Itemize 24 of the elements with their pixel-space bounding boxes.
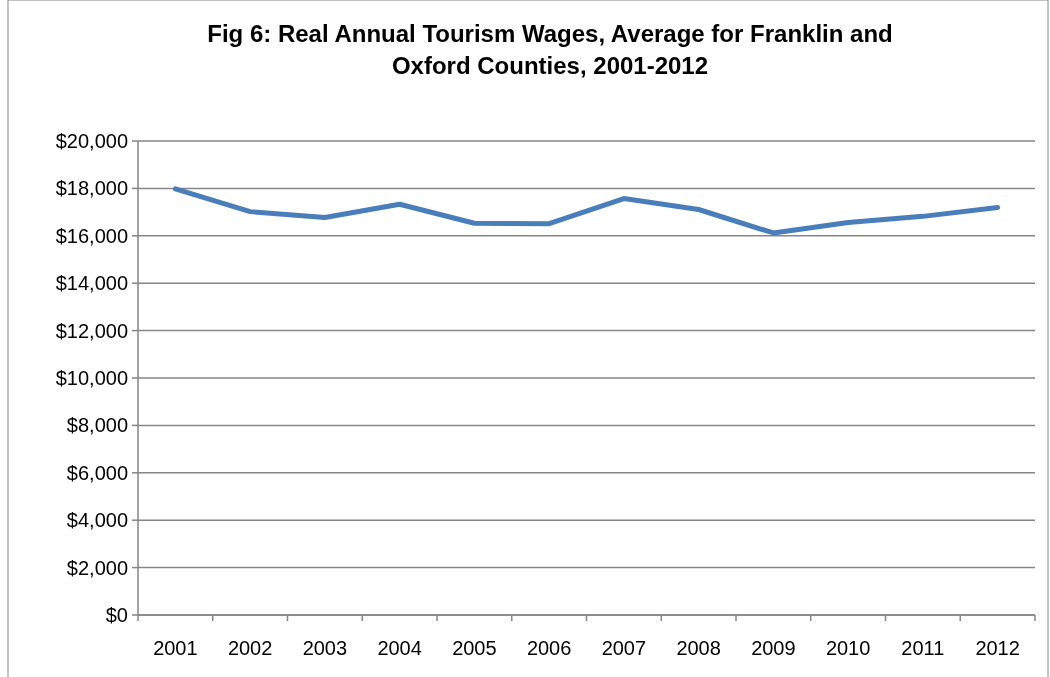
x-tick-label: 2006 bbox=[526, 637, 572, 659]
y-tick-label: $0 bbox=[105, 604, 128, 626]
x-tick-label: 2001 bbox=[153, 637, 198, 659]
y-tick-label: $2,000 bbox=[66, 556, 128, 579]
y-tick-label: $12,000 bbox=[55, 319, 128, 342]
x-tick-label: 2002 bbox=[227, 637, 273, 659]
y-tick-label: $6,000 bbox=[66, 461, 128, 484]
chart-title: Fig 6: Real Annual Tourism Wages, Average for Franklin and Oxford Counties, 2001-2012 bbox=[207, 20, 893, 79]
y-tick-label: $8,000 bbox=[66, 414, 128, 437]
y-tick-label: $10,000 bbox=[55, 367, 128, 389]
x-tick-label: 2012 bbox=[975, 637, 1020, 659]
x-tick-label: 2005 bbox=[452, 637, 497, 659]
y-tick-label: $16,000 bbox=[55, 224, 128, 247]
y-tick-label: $20,000 bbox=[55, 130, 128, 152]
x-tick-label: 2008 bbox=[676, 637, 721, 659]
y-tick-label: $18,000 bbox=[55, 177, 128, 200]
x-tick-label: 2004 bbox=[377, 637, 422, 659]
x-tick-label: 2007 bbox=[601, 637, 647, 659]
y-tick-label: $4,000 bbox=[66, 509, 128, 532]
x-tick-label: 2011 bbox=[901, 637, 945, 659]
x-tick-label: 2003 bbox=[302, 637, 348, 659]
y-tick-label: $14,000 bbox=[55, 272, 128, 295]
x-tick-label: 2009 bbox=[751, 637, 796, 659]
x-tick-label: 2010 bbox=[825, 637, 871, 659]
